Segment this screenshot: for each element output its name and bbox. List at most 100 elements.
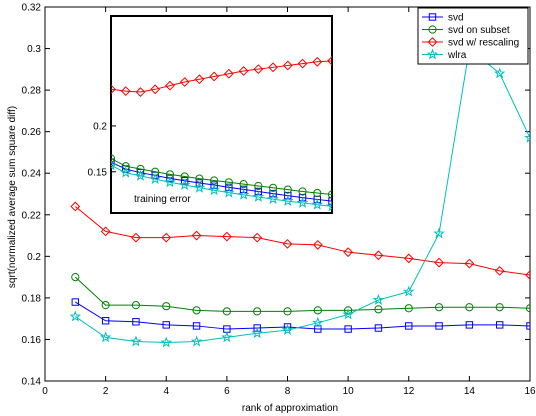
data-point-svd-on-subset [222,307,231,316]
inset-series-line-svd [111,161,332,202]
y-tick-label: 0.32 [22,3,42,14]
data-point-svd [253,324,261,332]
data-point-svd [132,318,140,326]
series-line-wlra [75,47,530,344]
series-line-svd [75,301,530,330]
legend-label: wlra [447,50,467,61]
data-point-svd [405,322,413,330]
inset-data-point-svd-on-subset [283,185,292,194]
data-point-svd-on-subset [283,307,292,316]
data-point-svd-w-rescaling [70,201,81,212]
data-point-svd-w-rescaling [161,232,172,243]
data-point-wlra [190,335,203,347]
inset-data-point-svd [210,181,218,189]
y-tick-label: 0.3 [27,44,41,55]
data-point-svd [162,321,170,329]
data-point-wlra [99,331,112,343]
inset-data-point-svd [254,187,263,196]
series-line-svd-w-rescaling [74,206,530,276]
inset-data-point-wlra [282,195,294,206]
data-point-svd-w-rescaling [403,253,414,264]
inset-data-point-wlra [164,176,176,188]
inset-data-point-wlra [296,196,309,208]
data-point-svd-w-rescaling [282,238,293,249]
x-tick-label: 2 [103,386,109,397]
inset-data-point-svd-w-rescaling [312,56,323,67]
data-point-svd-w-rescaling [191,230,202,241]
legend-marker [426,48,439,60]
data-point-svd-on-subset [131,301,141,310]
inset-data-point-svd-on-subset [313,188,322,198]
data-point-svd-w-rescaling [373,250,384,261]
x-tick-label: 12 [403,386,415,397]
inset-data-point-svd-w-rescaling [268,62,278,73]
inset-data-point-svd-w-rescaling [238,66,249,76]
legend-marker [427,37,438,47]
data-point-svd-w-rescaling [131,232,141,243]
inset-data-point-wlra [119,166,132,178]
data-point-svd-on-subset [71,273,80,282]
x-axis-label: rank of approximation [242,403,338,414]
inset-frame [110,15,333,214]
x-tick-label: 6 [224,386,230,397]
data-point-wlra [281,324,294,336]
inset-data-point-svd-w-rescaling [179,77,190,87]
x-tick-label: 10 [343,386,355,397]
inset-data-point-wlra [111,159,117,171]
data-point-svd [526,322,530,330]
data-point-svd-w-rescaling [100,226,111,237]
data-point-svd-w-rescaling [221,231,232,242]
data-point-svd-on-subset [525,304,530,313]
y-tick-label: 0.26 [22,127,42,138]
y-tick-label: 0.14 [22,377,42,388]
inset-y-tick-label: 0.2 [93,121,107,132]
y-tick-label: 0.2 [27,252,41,263]
inset-data-point-svd-on-subset [239,180,248,189]
x-tick-label: 0 [42,386,48,397]
data-point-wlra [251,327,263,339]
x-tick-label: 4 [163,386,169,397]
data-point-wlra [312,316,324,328]
y-tick-label: 0.18 [22,293,42,304]
legend-label: svd w/ rescaling [448,38,519,49]
data-point-svd-on-subset [495,303,504,312]
inset-data-point-svd [166,174,174,183]
data-point-svd-w-rescaling [252,232,263,243]
data-point-svd [465,321,474,329]
inset-data-point-wlra [252,190,265,202]
inset-data-point-svd-on-subset [224,178,233,187]
inset-data-point-wlra [149,173,161,184]
inset-series-svd-w-rescaling [111,55,332,97]
inset-series-line-wlra [111,164,332,207]
inset-data-point-svd [225,183,233,192]
y-tick-label: 0.16 [22,335,42,346]
inset-data-point-svd [269,189,277,198]
inset-data-point-svd-w-rescaling [209,71,220,82]
x-tick-label: 8 [285,386,291,397]
inset-data-point-svd [239,185,248,194]
x-tick-label: 14 [464,386,476,397]
data-point-svd-w-rescaling [434,257,444,268]
data-point-svd-on-subset [434,303,444,312]
series-svd-w-rescaling [70,201,530,280]
inset-data-point-wlra [134,169,147,181]
data-point-svd-on-subset [253,307,262,316]
data-point-wlra [221,331,233,343]
inset-data-point-wlra [193,181,206,193]
inset-data-point-svd-on-subset [327,190,332,199]
legend-item-wlra: wlra [422,48,467,61]
data-point-svd-on-subset [101,301,110,310]
data-point-svd [374,324,383,332]
data-point-wlra [493,67,506,79]
inset-data-point-svd [180,177,189,185]
inset-data-point-svd-w-rescaling [223,68,234,79]
data-point-svd-on-subset [344,306,353,315]
inset-data-point-svd-w-rescaling [150,84,161,95]
data-point-svd-w-rescaling [494,265,505,276]
inset-annotation: training error [134,194,191,205]
data-point-svd [314,325,322,333]
y-tick-label: 0.28 [22,86,42,97]
inset-data-point-svd-w-rescaling [120,86,131,97]
inset-data-point-svd-on-subset [210,176,219,185]
inset-series-line-svd-w-rescaling [111,60,332,93]
